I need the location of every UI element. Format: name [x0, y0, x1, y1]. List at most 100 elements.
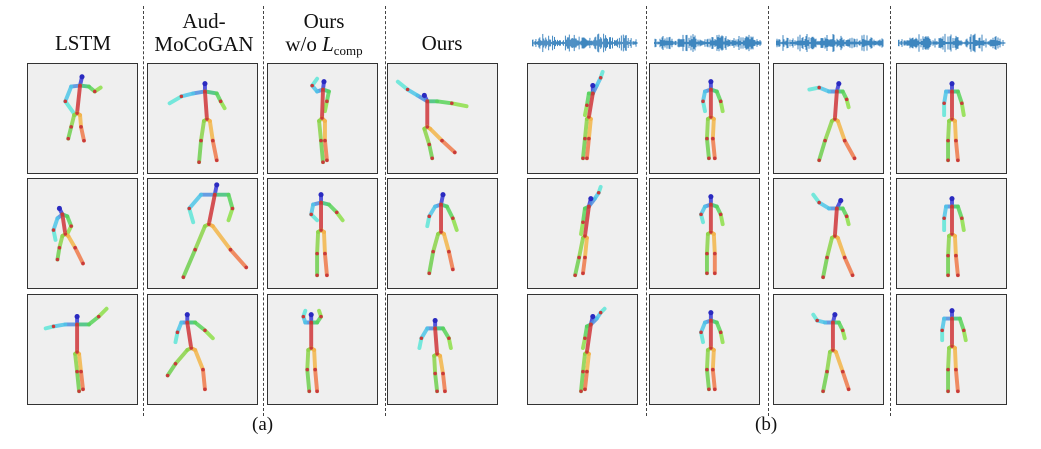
stick-figure [395, 79, 469, 161]
bone [319, 138, 325, 165]
bone [957, 316, 966, 333]
joint [598, 310, 603, 315]
bone [75, 369, 82, 394]
joint [79, 74, 85, 80]
joint [705, 271, 709, 276]
joint [75, 369, 79, 374]
header-ours-comp-prefix: w/o [285, 32, 323, 56]
joint [75, 350, 79, 354]
joint [954, 253, 958, 258]
joint [433, 326, 437, 331]
joint [825, 369, 829, 374]
joint [590, 314, 596, 320]
joint [93, 89, 97, 94]
waveform-4 [897, 32, 1006, 54]
stick-figure [573, 184, 603, 278]
joint [581, 156, 585, 161]
waveform-2 [653, 32, 762, 54]
joint [821, 275, 825, 279]
separator-a-3 [385, 6, 386, 416]
pose-panel-b-r1-c3 [773, 63, 884, 174]
joint [308, 312, 314, 318]
joint [419, 336, 424, 340]
bone [317, 118, 323, 143]
bone [210, 224, 233, 252]
joint [405, 87, 410, 92]
joint [165, 373, 170, 378]
stick-figure [43, 306, 109, 394]
bone [78, 113, 83, 129]
bone [582, 369, 589, 392]
bone [226, 192, 235, 211]
stick-figure [301, 308, 323, 394]
joint [207, 222, 211, 226]
bone [201, 367, 207, 392]
joint [587, 136, 591, 141]
joint [836, 81, 842, 87]
joint [577, 255, 581, 260]
joint [57, 245, 62, 250]
bone [842, 138, 857, 161]
joint [962, 328, 966, 333]
joint [205, 117, 209, 121]
joint [946, 253, 950, 258]
joint [81, 387, 85, 392]
bone [952, 118, 958, 143]
joint [211, 138, 215, 143]
bone [955, 204, 964, 221]
joint [708, 310, 714, 316]
bone [193, 320, 207, 333]
stick-figure [701, 79, 725, 161]
joint [709, 346, 713, 350]
waveform-1 [531, 32, 638, 54]
stick-figure [309, 192, 345, 278]
bone [206, 192, 217, 227]
bone [185, 320, 194, 350]
joint [203, 328, 207, 333]
joint [583, 387, 587, 392]
pose-panel-b-r2-c4 [896, 178, 1007, 289]
joint [831, 348, 835, 352]
joint [954, 367, 958, 372]
bone [952, 346, 958, 372]
separator-a-1 [143, 6, 144, 416]
stick-figure [51, 205, 85, 266]
bone [187, 192, 203, 211]
bone [582, 324, 589, 341]
stick-figure [167, 81, 227, 165]
joint [79, 125, 83, 129]
caption-a: (a) [252, 414, 274, 435]
bone [446, 249, 455, 272]
joint [718, 212, 723, 217]
bone [226, 206, 235, 223]
joint [940, 328, 944, 333]
header-ours: Ours [386, 32, 498, 55]
joint [713, 156, 717, 161]
joint [844, 214, 849, 219]
pose-panel-b-r3-c4 [896, 294, 1007, 405]
bone [320, 87, 325, 120]
joint [844, 97, 849, 102]
joint [197, 160, 201, 164]
waveform-icon [897, 33, 1006, 53]
joint [591, 91, 595, 96]
bone [959, 216, 966, 233]
joint [325, 99, 329, 104]
bone [581, 255, 587, 276]
header-ours-wo-lcomp: Ours w/o Lcomp [264, 10, 384, 62]
bone [432, 353, 438, 376]
joint [589, 322, 593, 327]
bone [322, 138, 329, 163]
joint [581, 271, 585, 276]
bone [579, 369, 585, 394]
joint [823, 138, 827, 143]
joint [950, 117, 954, 121]
joint [840, 369, 845, 374]
waveform-icon [531, 33, 638, 53]
joint [946, 389, 950, 394]
bone [584, 351, 591, 374]
joint [433, 371, 437, 376]
pose-panel-b-r1-c2 [649, 63, 760, 174]
stick-figure [417, 317, 453, 394]
joint [309, 346, 313, 350]
